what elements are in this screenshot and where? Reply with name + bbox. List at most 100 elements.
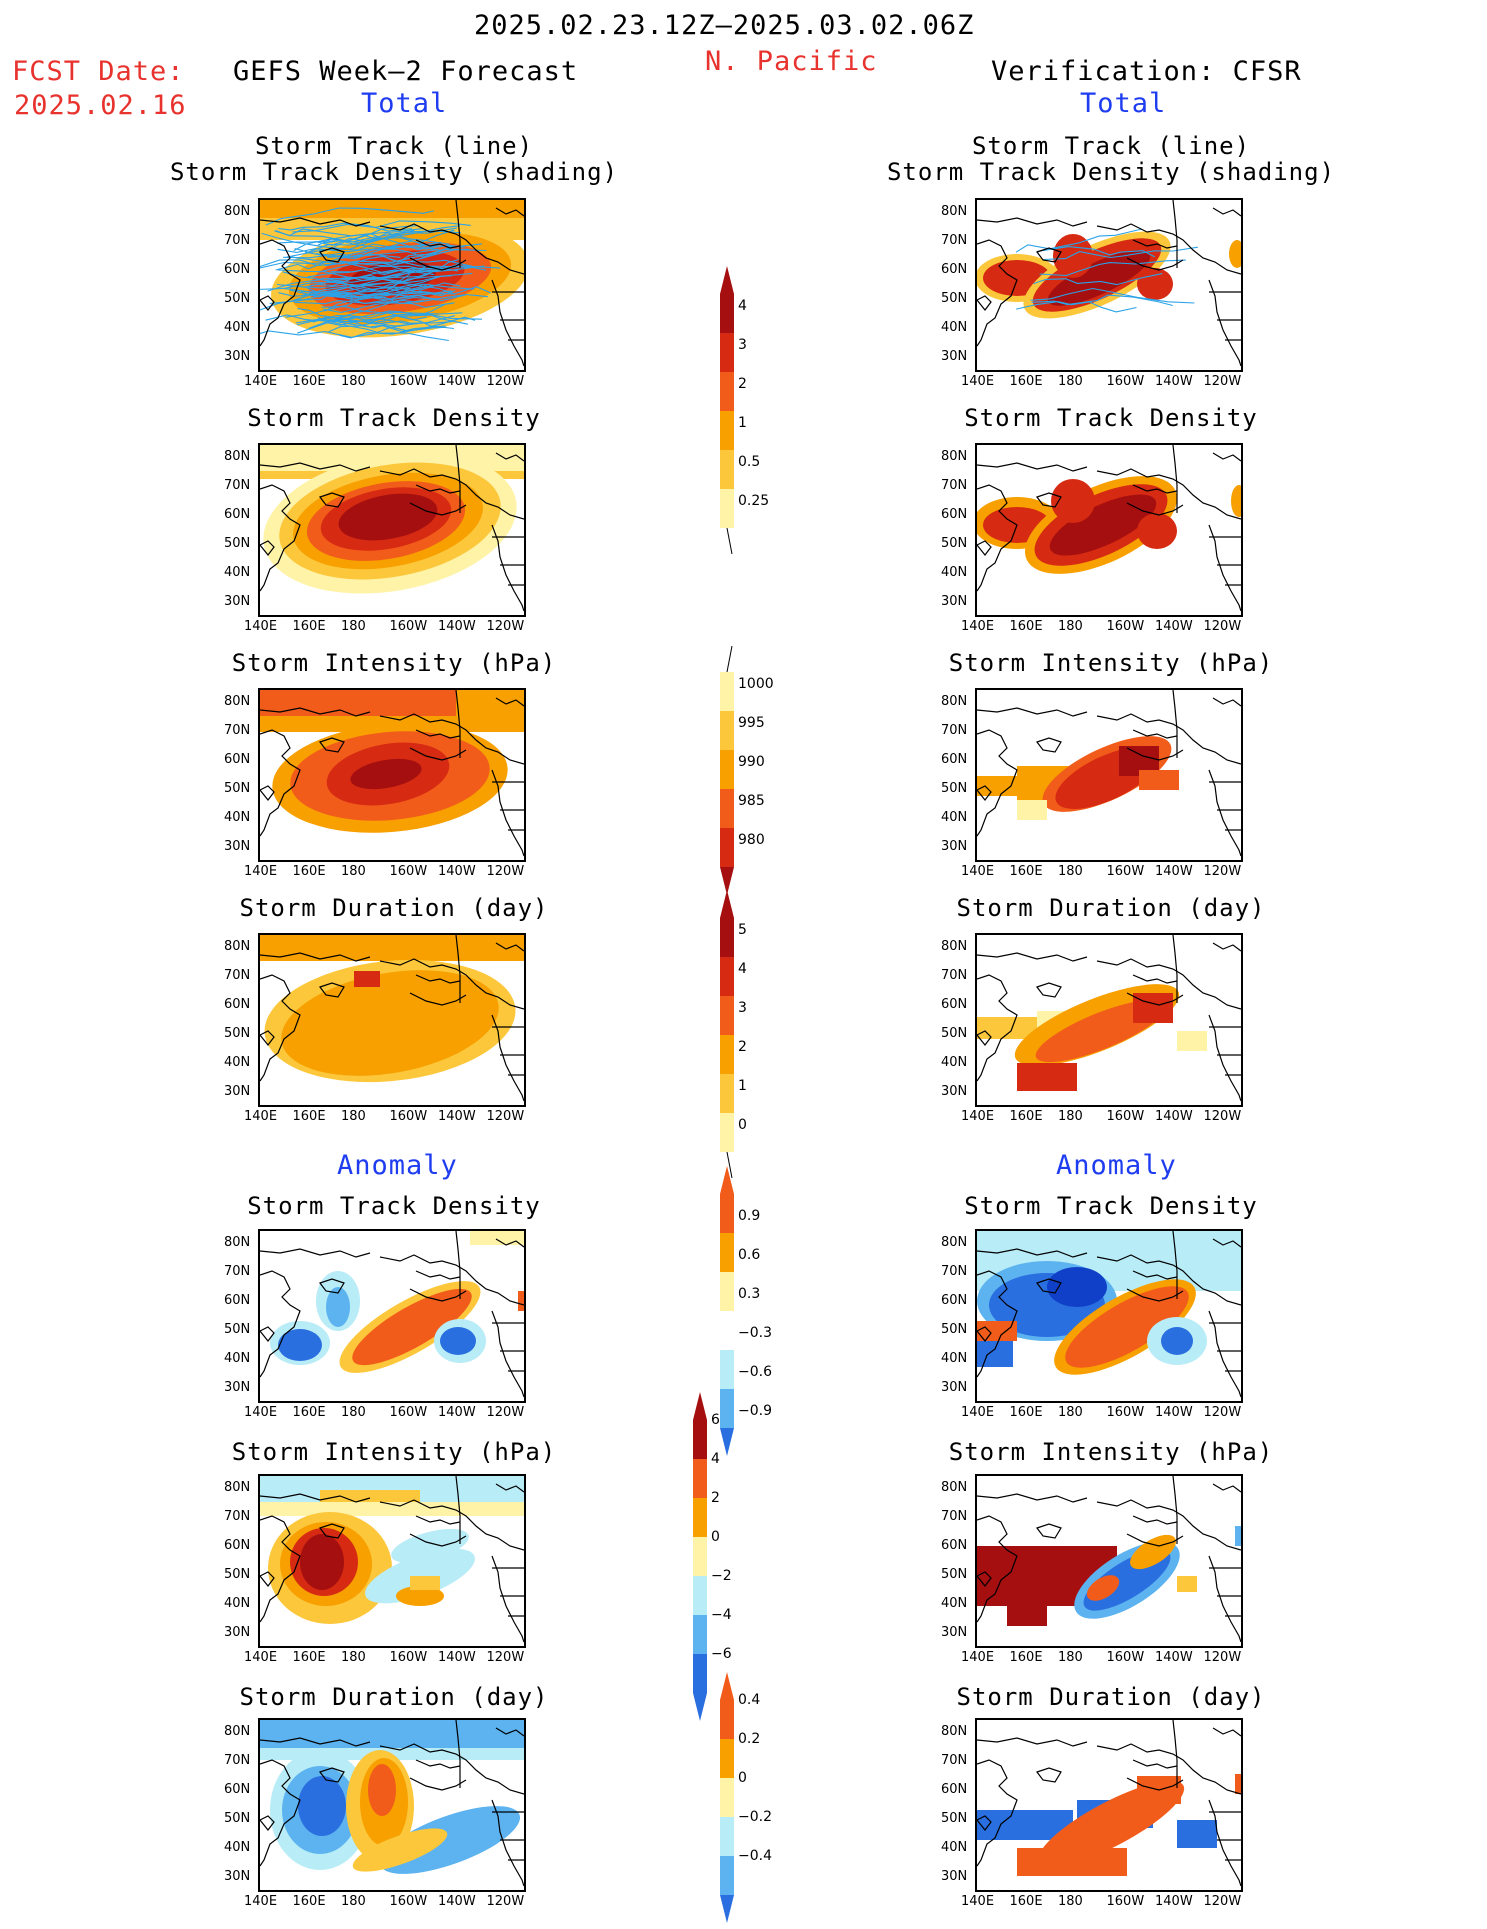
coastline [977,935,1241,1102]
latitude-tick-label: 40N [224,1840,251,1855]
longitude-tick-label: 160W [389,1894,428,1909]
latitude-tick-label: 30N [941,594,968,609]
latitude-tick-label: 70N [224,1753,251,1768]
colorbar-label: 990 [738,754,765,770]
colorbar-label: −0.2 [738,1809,772,1825]
shading-cell [1177,1820,1217,1848]
latitude-tick-label: 60N [224,1293,251,1308]
colorbar-swatch [720,1389,734,1428]
forecast-density-map [258,443,526,617]
latitude-tick-label: 80N [941,1724,968,1739]
forecast-density-anomaly-map [258,1229,526,1403]
colorbar-swatch [720,1739,734,1778]
latitude-tick-label: 60N [941,262,968,277]
longitude-tick-label: 140E [961,619,995,634]
latitude-tick-label: 80N [224,1235,251,1250]
longitude-tick-label: 160E [292,864,326,879]
shading-cell [977,1341,1013,1367]
shading-cell [1235,1774,1241,1794]
longitude-tick-label: 160E [1009,1650,1043,1665]
longitude-tick-label: 140W [438,1405,476,1420]
longitude-tick-label: 140W [1155,619,1193,634]
colorbar-label: −4 [711,1607,732,1623]
colorbar-swatch [720,1035,734,1074]
longitude-tick-label: 140E [244,1109,278,1124]
longitude-tick-label: 160W [1106,374,1145,389]
shading-cell [977,776,1017,796]
latitude-tick-label: 50N [941,1322,968,1337]
colorbar-label: 995 [738,715,765,731]
longitude-tick-label: 140E [961,374,995,389]
verif-density-anom-title: Storm Track Density [964,1192,1258,1220]
shading-region [326,1287,350,1327]
colorbar-label: 2 [738,376,747,392]
colorbar-swatch [693,1420,707,1459]
longitude-tick-label: 140W [438,1650,476,1665]
longitude-tick-label: 140E [961,1894,995,1909]
latitude-tick-label: 60N [224,997,251,1012]
latitude-tick-label: 50N [224,536,251,551]
latitude-tick-label: 70N [941,1753,968,1768]
latitude-tick-label: 60N [941,752,968,767]
longitude-tick-label: 120W [486,619,525,634]
verif-intensity-title: Storm Intensity (hPa) [948,649,1274,677]
colorbar-swatch [720,489,734,528]
shading-cell [260,1720,524,1748]
latitude-tick-label: 70N [224,1509,251,1524]
latitude-tick-label: 80N [941,1480,968,1495]
colorbar-label: −0.9 [738,1403,772,1419]
colorbar-swatch [720,294,734,333]
verification-density-anomaly-map [975,1229,1243,1403]
latitude-tick-label: 50N [941,781,968,796]
latitude-tick-label: 80N [941,694,968,709]
forecast-total-label: Total [361,88,448,119]
colorbar-bottom-arrow [720,1428,734,1456]
colorbar-swatch [720,750,734,789]
shading-cell [354,971,380,987]
shading-cell [1177,1031,1207,1051]
latitude-tick-label: 40N [224,1351,251,1366]
latitude-tick-label: 40N [224,810,251,825]
colorbar-label: 0.9 [738,1208,761,1224]
latitude-tick-label: 40N [941,1055,968,1070]
forecast-track-line-title: Storm Track (line) [254,132,534,160]
latitude-tick-label: 50N [224,781,251,796]
colorbar-label: 4 [738,298,747,314]
longitude-tick-label: 140E [244,374,278,389]
longitude-tick-label: 140E [244,1650,278,1665]
colorbar-top-arrow [726,645,733,673]
latitude-tick-label: 80N [224,449,251,464]
colorbar-swatch [720,789,734,828]
storm-track-lines [1015,228,1198,313]
colorbar-label: 0 [711,1529,720,1545]
colorbar-swatch [720,1233,734,1272]
longitude-tick-label: 180 [1058,1894,1083,1909]
shading-cell [1177,1576,1197,1592]
colorbar-swatch [720,996,734,1035]
colorbar-top-arrow [720,1672,734,1700]
intensity-anom-colorbar [685,1390,715,1727]
shading-cell [320,1490,420,1502]
longitude-tick-label: 180 [341,374,366,389]
coastline [977,690,1241,857]
shading-cell [1017,1063,1077,1091]
colorbar-swatch [693,1498,707,1537]
verification-total-label: Total [1080,88,1167,119]
colorbar-label: 5 [738,922,747,938]
longitude-tick-label: 140W [1155,864,1193,879]
colorbar-label: 2 [711,1490,720,1506]
shading-region [278,1329,322,1361]
latitude-tick-label: 50N [941,1026,968,1041]
verif-duration-title: Storm Duration (day) [956,894,1266,922]
shading-region [298,1776,346,1836]
shading-region [352,1828,448,1872]
fcst-date-label: FCST Date: [12,56,185,87]
colorbar-swatch [720,672,734,711]
latitude-tick-label: 70N [224,968,251,983]
latitude-tick-label: 30N [224,1625,251,1640]
colorbar-label: −0.4 [738,1848,772,1864]
colorbar-swatch [693,1654,707,1693]
colorbar-swatch [720,918,734,957]
latitude-tick-label: 30N [224,1084,251,1099]
longitude-tick-label: 160W [1106,864,1145,879]
